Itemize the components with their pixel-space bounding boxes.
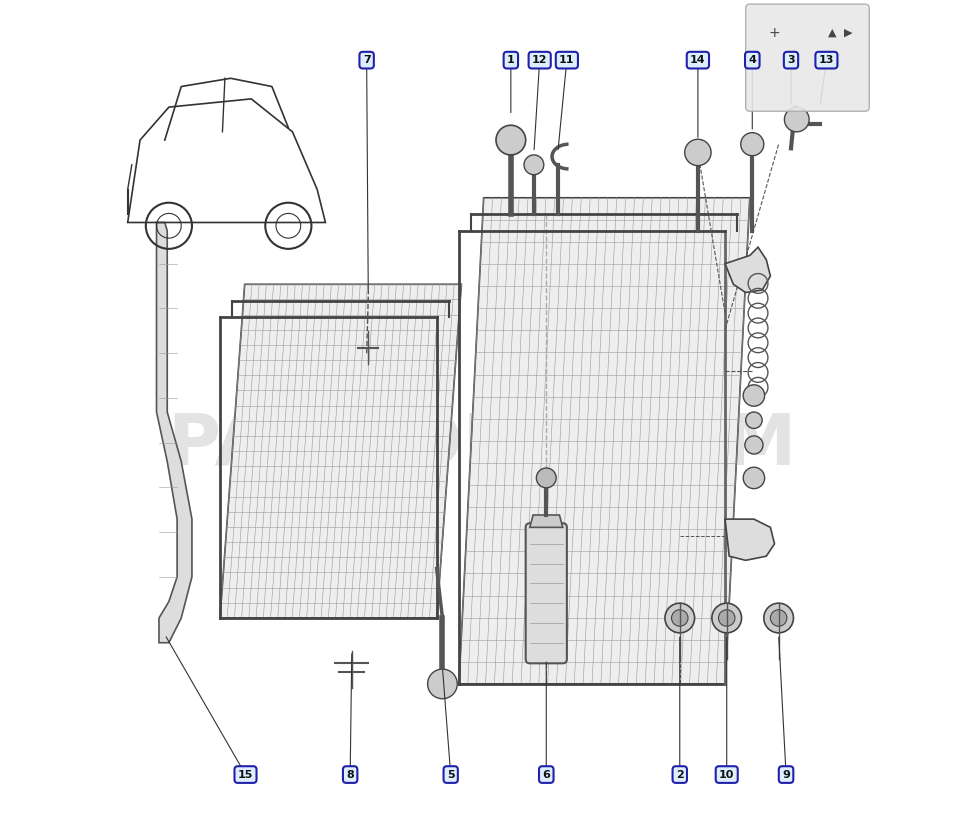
Text: 10: 10: [719, 770, 735, 780]
Text: 5: 5: [447, 770, 454, 780]
Circle shape: [740, 133, 763, 156]
Circle shape: [428, 669, 457, 699]
Circle shape: [746, 412, 763, 428]
Circle shape: [496, 125, 525, 155]
Circle shape: [672, 610, 688, 626]
FancyBboxPatch shape: [525, 523, 567, 663]
Polygon shape: [725, 519, 774, 560]
Circle shape: [711, 603, 741, 633]
Text: 8: 8: [346, 770, 354, 780]
Polygon shape: [156, 222, 192, 643]
FancyBboxPatch shape: [746, 4, 870, 111]
Circle shape: [745, 436, 763, 454]
Text: PAR   OUQ.COM: PAR OUQ.COM: [168, 410, 796, 480]
Text: 2: 2: [676, 770, 683, 780]
Circle shape: [718, 610, 735, 626]
Circle shape: [665, 603, 695, 633]
Text: 7: 7: [362, 55, 370, 65]
Text: 9: 9: [782, 770, 790, 780]
Text: 12: 12: [532, 55, 548, 65]
Circle shape: [770, 610, 787, 626]
Text: ▶: ▶: [844, 28, 853, 38]
Text: +: +: [768, 26, 780, 40]
Text: 1: 1: [507, 55, 515, 65]
Circle shape: [684, 139, 711, 166]
Circle shape: [524, 155, 544, 175]
Polygon shape: [220, 284, 462, 618]
Polygon shape: [530, 515, 563, 527]
Text: ▲: ▲: [828, 28, 837, 38]
Text: 4: 4: [748, 55, 756, 65]
Text: 6: 6: [543, 770, 550, 780]
Circle shape: [743, 385, 764, 406]
Text: 11: 11: [559, 55, 575, 65]
Polygon shape: [459, 198, 750, 684]
Text: 15: 15: [238, 770, 254, 780]
Circle shape: [785, 107, 809, 132]
Circle shape: [763, 603, 793, 633]
Polygon shape: [725, 247, 770, 293]
Circle shape: [536, 468, 556, 488]
Circle shape: [743, 467, 764, 489]
Text: 3: 3: [788, 55, 794, 65]
Text: 13: 13: [818, 55, 834, 65]
Text: 14: 14: [690, 55, 706, 65]
